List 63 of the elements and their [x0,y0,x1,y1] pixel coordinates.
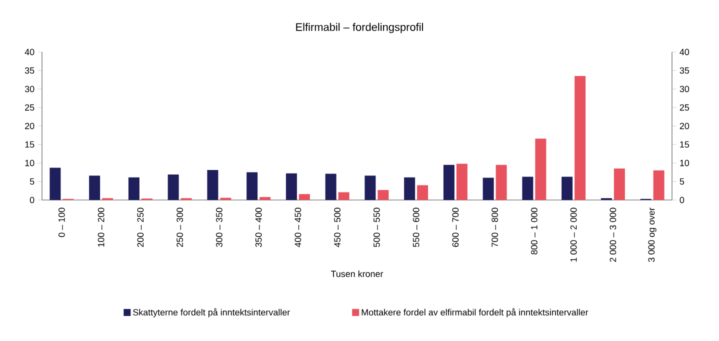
legend-label: Mottakere fordel av elfirmabil fordelt på inntektsintervaller [362,308,588,318]
bar [482,178,494,200]
y2-tick-label: 10 [25,160,34,166]
bar [574,76,586,200]
chart-title: Elfirmabil – fordelingsprofil [296,22,423,34]
bar [325,174,336,200]
y-tick-label: 40 [680,48,690,56]
bar [89,176,100,200]
x-tick-label: 800 – 1 000 [531,208,538,254]
y-tick-label: 25 [680,104,690,111]
y-tick-label: 10 [680,160,690,166]
y-tick-label: 5 [680,178,684,185]
x-tick-label: 2 000 – 3 000 [610,208,616,262]
y2-tick-label: 25 [25,104,34,111]
x-tick-label: 350 – 400 [255,208,262,247]
bar [404,177,416,200]
x-tick-label: 100 – 200 [98,208,104,247]
bar [50,168,61,200]
bar [535,138,546,200]
y2-tick-label: 0 [30,196,34,204]
y-tick-label: 20 [680,122,690,130]
x-tick-label: 300 – 350 [216,208,222,247]
bar [456,164,468,200]
bar [653,170,664,200]
y-tick-label: 35 [680,67,690,74]
bar [496,164,507,200]
bar [338,192,350,200]
bar [128,177,140,200]
bar [443,164,454,200]
bar [286,173,297,200]
x-tick-label: 250 – 300 [176,208,183,247]
y2-tick-label: 40 [24,48,34,56]
y-tick-label: 30 [680,86,690,92]
x-tick-label: 550 – 600 [412,208,420,247]
y2-tick-label: 30 [24,86,34,92]
y2-tick-label: 5 [30,178,34,185]
bar [168,174,179,200]
y-tick-label: 0 [680,196,684,204]
x-tick-label: 450 – 500 [334,208,340,248]
x-tick-label: 200 – 250 [137,208,144,247]
bar [562,176,573,200]
bar [246,172,258,200]
y2-tick-label: 15 [25,141,34,148]
bar [260,197,271,200]
legend-label: Skattyterne fordelt på inntektsintervaller [133,308,290,318]
bar [207,170,218,200]
x-tick-label: 600 – 700 [452,208,459,247]
x-tick-label: 400 – 450 [294,208,302,248]
x-tick-label: 0 – 100 [58,208,65,238]
bar [417,185,428,200]
x-axis-title: Tusen kroner [330,270,384,278]
x-tick-label: 1 000 – 2 000 [570,208,577,262]
bar [378,190,389,200]
y2-tick-label: 35 [24,67,34,74]
y2-tick-label: 20 [25,122,34,130]
bar [298,194,310,200]
y-tick-label: 15 [680,141,690,148]
bar [522,176,534,200]
x-tick-label: 700 – 800 [492,208,498,247]
bar [614,168,625,200]
bar [364,176,376,200]
x-tick-label: 3 000 og over [648,208,656,262]
x-tick-label: 500 – 550 [374,208,380,247]
